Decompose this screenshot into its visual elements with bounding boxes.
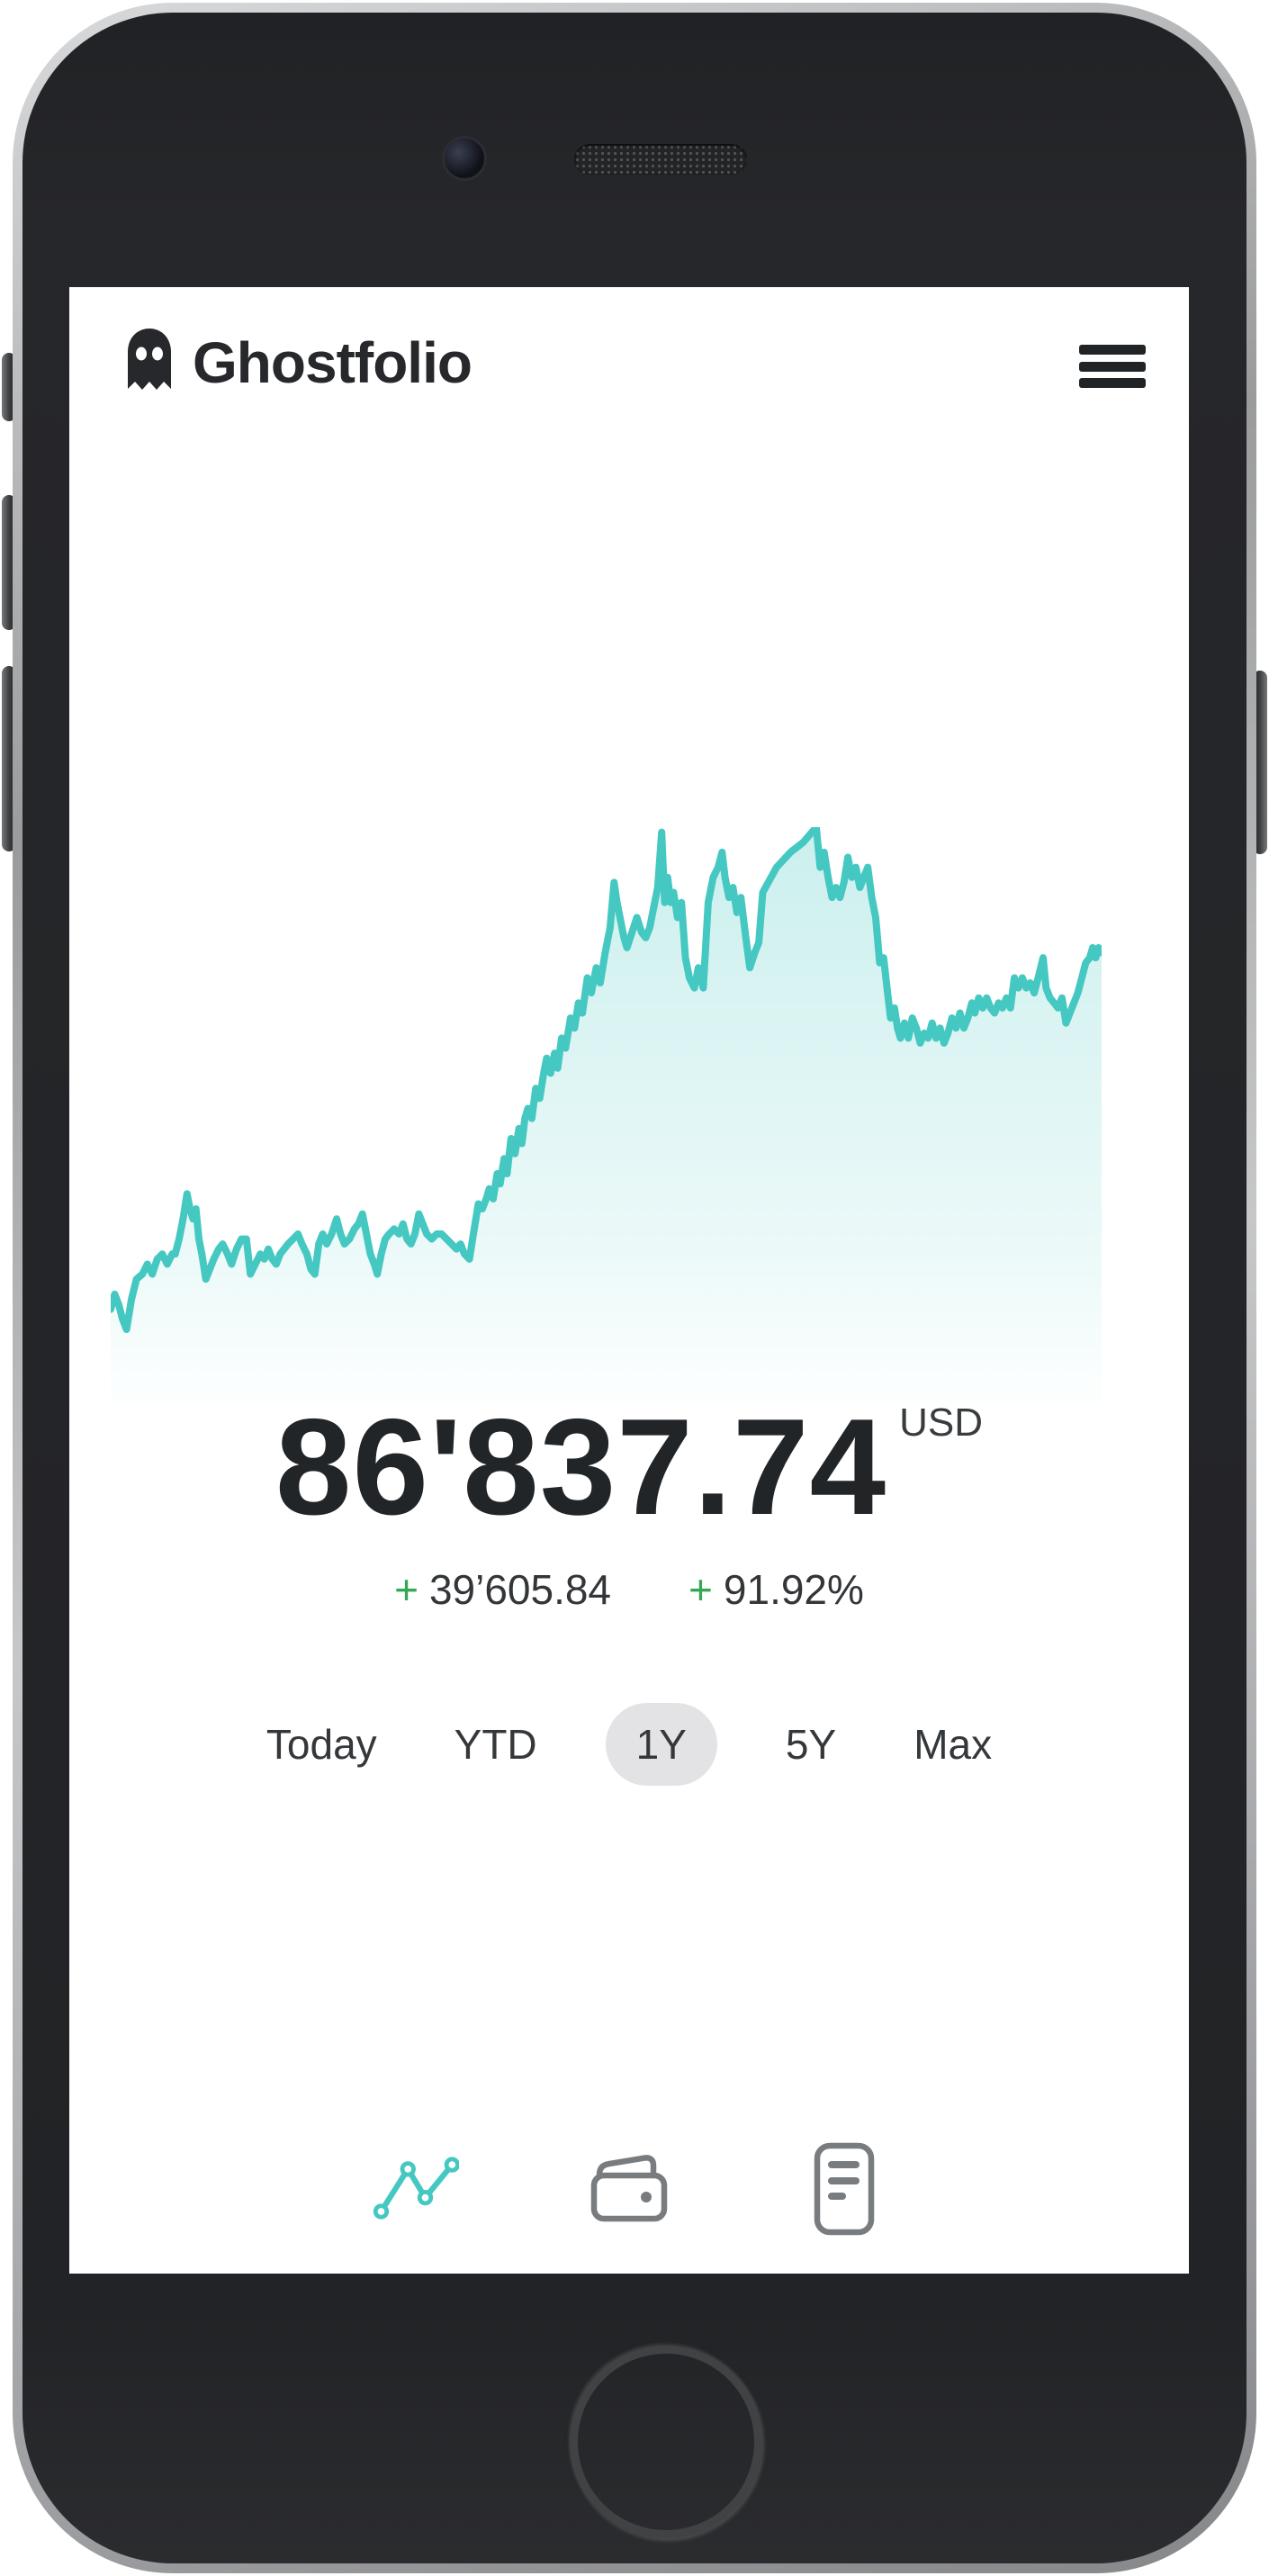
tab-overview-line-chart-icon[interactable] — [369, 2142, 459, 2236]
tab-accounts-wallet-icon[interactable] — [584, 2142, 674, 2236]
app-screen: Ghostfolio 86'837.74 USD +39’605.84 +91.9… — [69, 287, 1189, 2274]
page-title: Ghostfolio — [193, 330, 472, 395]
speaker-grille — [574, 144, 747, 175]
range-button-5y[interactable]: 5Y — [777, 1703, 845, 1786]
change-percent: +91.92% — [688, 1565, 864, 1614]
front-camera-icon — [442, 136, 487, 181]
home-button[interactable] — [570, 2346, 762, 2538]
app-logo: Ghostfolio — [124, 328, 472, 396]
range-button-1y[interactable]: 1Y — [605, 1702, 717, 1786]
plus-sign: + — [688, 1566, 713, 1613]
date-range-selector: Today YTD 1Y 5Y Max — [69, 1700, 1189, 1788]
currency-label: USD — [899, 1401, 984, 1445]
change-absolute-value: 39’605.84 — [428, 1566, 612, 1613]
ghost-logo-icon — [124, 327, 175, 400]
portfolio-value: 86'837.74 — [274, 1391, 887, 1544]
range-button-today[interactable]: Today — [257, 1703, 386, 1786]
bottom-navigation — [69, 2142, 1189, 2236]
change-percent-value: 91.92% — [723, 1566, 864, 1613]
menu-icon[interactable] — [1079, 345, 1146, 388]
change-absolute: +39’605.84 — [394, 1565, 611, 1614]
performance-chart — [107, 824, 1105, 1403]
performance-changes-row: +39’605.84 +91.92% — [69, 1565, 1189, 1614]
range-button-ytd[interactable]: YTD — [446, 1703, 546, 1786]
plus-sign: + — [394, 1566, 418, 1613]
tab-transactions-reader-icon[interactable] — [799, 2142, 889, 2236]
portfolio-value-row: 86'837.74 USD — [69, 1399, 1189, 1536]
range-button-max[interactable]: Max — [904, 1703, 1001, 1786]
power-button[interactable] — [1253, 671, 1267, 854]
